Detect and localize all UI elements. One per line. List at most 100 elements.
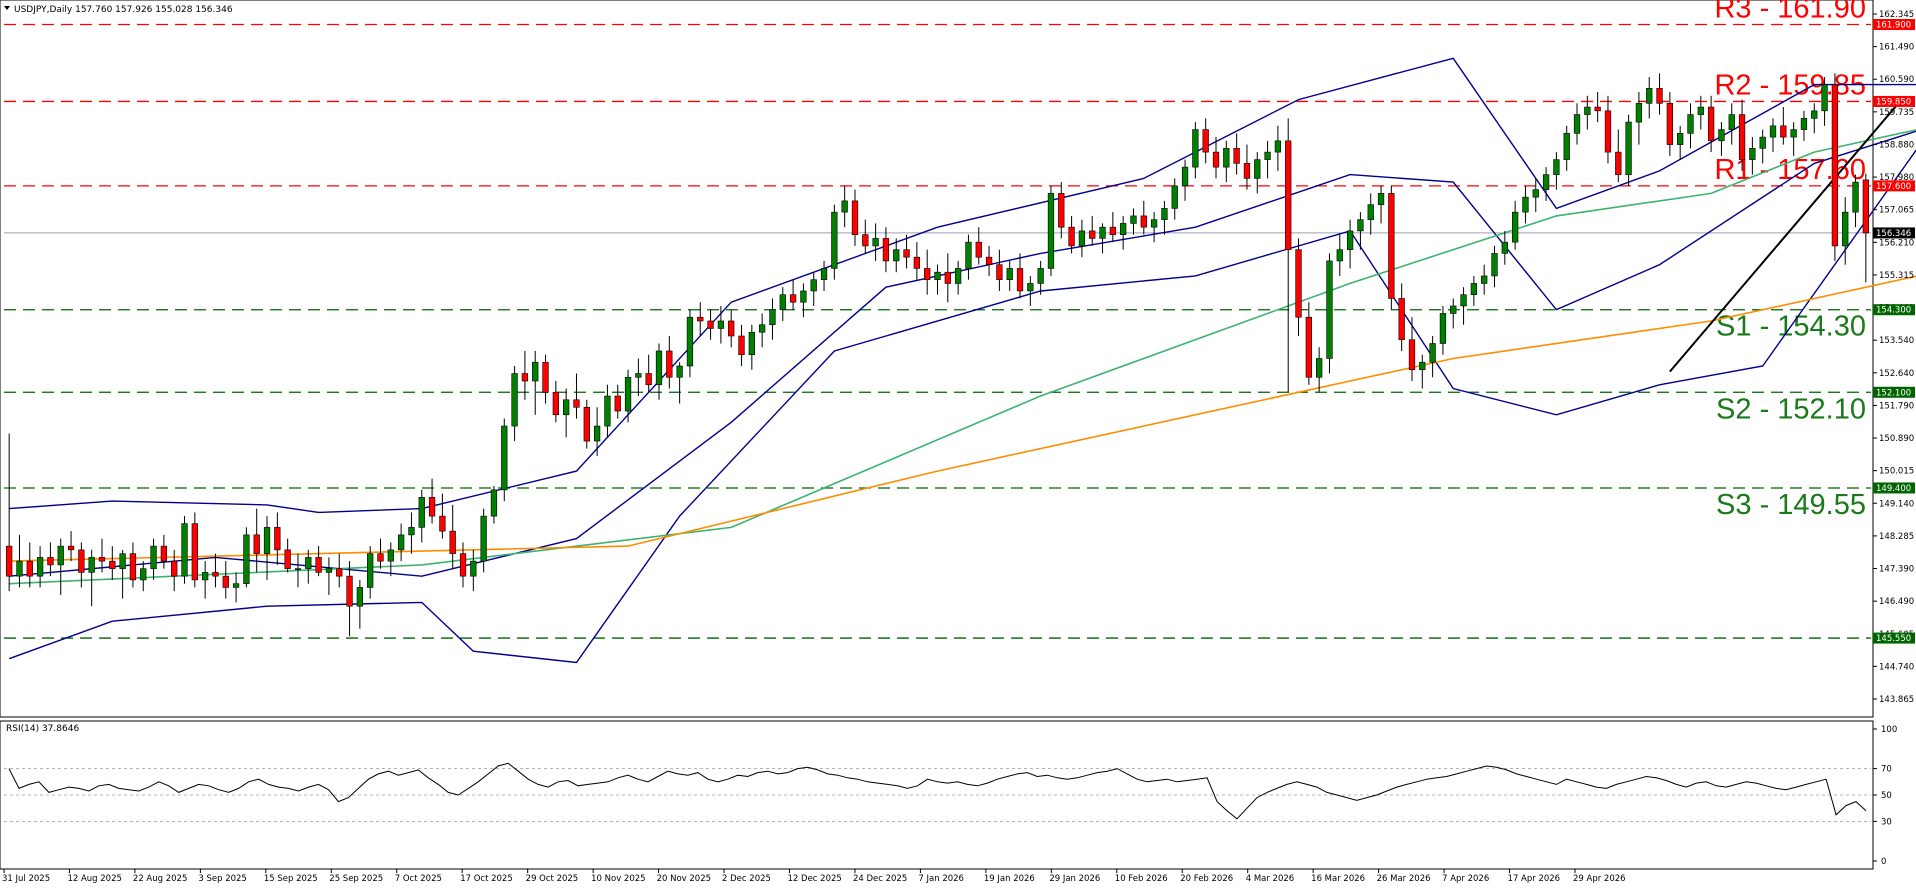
price-axis-label: 153.540: [1879, 336, 1914, 346]
candle: [1047, 185, 1055, 276]
price-axis-label: 159.735: [1879, 108, 1914, 118]
candle-body: [1202, 129, 1209, 153]
candle-body: [759, 324, 766, 333]
candle-body: [893, 249, 900, 262]
candle: [1656, 73, 1663, 115]
candle-body: [872, 238, 879, 247]
candle: [985, 245, 993, 276]
candle-body: [1316, 358, 1323, 378]
time-axis-label: 25 Sep 2025: [329, 874, 383, 884]
candle: [1408, 317, 1416, 382]
price-axis-label: 161.490: [1879, 43, 1914, 53]
candle-body: [521, 373, 529, 382]
candle: [1243, 144, 1251, 190]
candle: [336, 553, 343, 588]
candle-body: [1656, 88, 1663, 104]
time-axis-label: 17 Apr 2026: [1508, 874, 1561, 884]
candle: [1099, 223, 1106, 254]
time-axis-label: 7 Oct 2025: [395, 874, 442, 884]
candle-body: [367, 553, 374, 588]
level-price-tag-text: 154.300: [1876, 306, 1911, 316]
candle: [243, 527, 250, 588]
level-price-tag-r3: [1873, 19, 1915, 31]
candle: [1542, 167, 1550, 201]
candle-body: [263, 527, 271, 554]
time-axis-label: 10 Feb 2026: [1115, 874, 1168, 884]
candle-body: [903, 249, 910, 258]
candle: [707, 309, 714, 340]
candle-body: [1336, 249, 1343, 262]
candle: [1439, 305, 1447, 355]
candle: [1532, 178, 1539, 213]
candle-body: [140, 568, 147, 581]
candle-body: [490, 489, 498, 517]
bollinger-lower-band: [8, 149, 1916, 664]
price-axis-label: 147.390: [1879, 565, 1914, 575]
candle-body: [171, 560, 178, 577]
candle: [294, 553, 302, 588]
candle: [1687, 103, 1694, 149]
candle: [263, 516, 271, 580]
candle-body: [1078, 230, 1086, 247]
candle-body: [1728, 114, 1735, 130]
candle: [377, 538, 384, 569]
price-panel-border: [0, 0, 1874, 718]
time-axis-label: 29 Apr 2026: [1573, 874, 1626, 884]
candle: [1233, 133, 1240, 175]
candle-body: [1707, 106, 1715, 142]
candle: [1769, 118, 1777, 153]
candle-body: [418, 497, 425, 528]
candle: [1615, 129, 1622, 183]
candle: [593, 407, 601, 457]
candle: [831, 204, 838, 280]
candle-body: [800, 290, 807, 303]
candle: [1646, 77, 1653, 119]
candle: [47, 542, 54, 577]
candle: [181, 516, 188, 584]
price-axis-label: 150.015: [1879, 467, 1914, 477]
candle: [1573, 103, 1581, 145]
candle-body: [439, 515, 446, 532]
candle: [1460, 287, 1467, 325]
candle: [408, 512, 415, 554]
collapse-triangle-icon[interactable]: [4, 6, 10, 10]
candle-body: [1181, 166, 1189, 187]
candle: [1316, 347, 1323, 393]
candle-body: [1511, 211, 1519, 243]
candle: [57, 538, 64, 595]
candle: [1707, 95, 1715, 153]
candle: [67, 531, 75, 562]
candle-body: [202, 572, 209, 581]
candle-body: [212, 572, 219, 577]
candle-body: [1842, 211, 1849, 247]
candle-body: [1594, 106, 1601, 112]
candle: [212, 553, 219, 588]
candle-body: [1140, 215, 1147, 228]
candle-body: [1027, 283, 1034, 292]
price-axis-label: 143.865: [1879, 695, 1914, 705]
candle: [1202, 118, 1209, 164]
level-price-tag-s3: [1873, 482, 1915, 494]
candle-body: [274, 527, 281, 551]
candle: [1346, 219, 1354, 269]
candle: [1666, 92, 1673, 156]
candle-body: [88, 557, 95, 573]
candle-body: [1212, 151, 1220, 168]
candle: [26, 542, 33, 588]
candle: [1450, 298, 1457, 329]
candle-body: [1058, 193, 1065, 228]
candle-body: [222, 575, 229, 588]
candle-body: [1481, 275, 1488, 284]
rsi-axis-label: 0: [1881, 857, 1886, 867]
candle-body: [944, 271, 951, 284]
candle: [449, 504, 456, 569]
candle: [1068, 215, 1075, 254]
candle: [697, 302, 704, 336]
candle-body: [1398, 298, 1405, 341]
time-axis-label: 12 Aug 2025: [67, 874, 121, 884]
candle: [1367, 193, 1374, 235]
candle: [552, 381, 559, 423]
candle: [851, 189, 859, 246]
candle: [1728, 103, 1735, 145]
